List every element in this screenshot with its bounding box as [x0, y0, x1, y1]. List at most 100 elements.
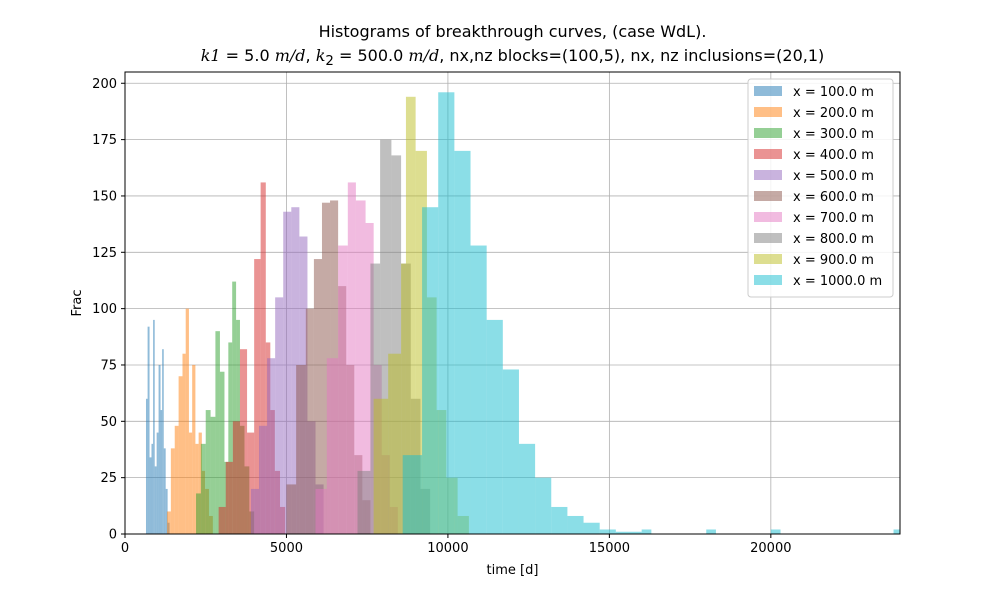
legend-entry: x = 500.0 m	[793, 169, 874, 184]
histogram-bar	[313, 259, 322, 534]
histogram-bar	[470, 245, 487, 534]
legend-entry: x = 100.0 m	[793, 85, 874, 100]
histogram-bar	[145, 398, 148, 534]
histogram-bar	[165, 488, 168, 534]
legend-entry: x = 800.0 m	[793, 232, 874, 247]
chart-title: Histograms of breakthrough curves, (case…	[318, 22, 707, 41]
histogram-bar	[153, 319, 155, 534]
histogram-bar	[326, 358, 339, 534]
subtitle-k2-sub: 2	[325, 54, 334, 70]
y-tick-label: 200	[92, 77, 117, 92]
histogram-bar	[380, 139, 392, 535]
histogram-bar	[454, 150, 471, 534]
y-tick-label: 50	[100, 415, 117, 430]
histogram-bar	[567, 515, 584, 534]
histogram-bar	[178, 376, 183, 534]
histogram-bar	[225, 461, 233, 534]
histogram-bar	[182, 353, 186, 534]
histogram-bar	[518, 443, 536, 534]
histogram-bar	[422, 207, 439, 534]
y-tick-label: 75	[100, 358, 117, 373]
histogram-bar	[315, 488, 327, 534]
legend-entry: x = 600.0 m	[793, 190, 874, 205]
histogram-bar	[347, 182, 356, 535]
histogram-bar	[401, 263, 406, 534]
histogram-bar	[599, 529, 616, 534]
legend-entry: x = 300.0 m	[793, 127, 874, 142]
histogram-bar	[254, 259, 261, 534]
histogram-bar	[154, 466, 157, 534]
histogram-bar	[706, 529, 716, 534]
histogram-bar	[355, 200, 366, 534]
histogram-bar	[260, 182, 266, 535]
histogram-bar	[535, 477, 552, 534]
histogram-bar	[551, 506, 568, 534]
subtitle-rest: , nx,nz blocks=(100,5), nx, nz inclusion…	[439, 46, 825, 65]
histogram-bar	[163, 448, 166, 534]
legend-entry: x = 1000.0 m	[793, 274, 882, 289]
histogram-bar	[198, 432, 202, 534]
legend-swatch	[754, 212, 782, 222]
histogram-bar	[291, 207, 300, 534]
subtitle-k1-value: 5.0	[244, 46, 270, 65]
x-tick-label: 20000	[750, 541, 791, 556]
legend-swatch	[754, 170, 782, 180]
legend-entry: x = 400.0 m	[793, 148, 874, 163]
histogram-bar	[641, 529, 652, 534]
histogram-bar	[388, 353, 402, 534]
histogram-bar	[210, 416, 216, 534]
histogram-bar	[259, 425, 268, 534]
histogram-bar	[267, 358, 276, 534]
histogram-bar	[402, 455, 423, 534]
histogram-bar	[373, 398, 389, 534]
x-tick-label: 10000	[427, 541, 468, 556]
x-axis-label: time [d]	[487, 563, 539, 578]
histogram-bar	[239, 349, 248, 534]
subtitle-k2: k	[315, 46, 326, 65]
legend-swatch	[754, 107, 782, 117]
legend-swatch	[754, 149, 782, 159]
histogram-bar	[247, 432, 255, 534]
y-axis-label: Frac	[70, 290, 85, 317]
histogram-bar	[232, 421, 240, 534]
histogram-bar	[391, 155, 402, 534]
histogram-bar	[502, 369, 519, 534]
series-10-bars	[402, 92, 900, 534]
histogram-bar	[151, 443, 154, 534]
y-tick-label: 150	[92, 189, 117, 204]
histogram-bar	[893, 529, 900, 534]
legend-swatch	[754, 128, 782, 138]
subtitle-k1-unit: m/d	[274, 46, 306, 65]
legend: x = 100.0 m x = 200.0 m x = 300.0 m x = 400…	[747, 78, 894, 298]
x-axis-ticks: 0 5000 10000 15000 20000	[121, 534, 792, 556]
legend-swatch	[754, 191, 782, 201]
histogram-bar	[166, 511, 171, 534]
histogram-bar	[195, 443, 199, 534]
histogram-bar	[196, 493, 201, 534]
y-tick-label: 175	[92, 133, 117, 148]
histogram-bar	[218, 506, 226, 534]
histogram-bar	[338, 245, 348, 534]
subtitle-k1: k1	[200, 46, 221, 65]
legend-box	[747, 78, 894, 298]
histogram-bar	[160, 410, 163, 534]
histogram-bar	[357, 470, 371, 534]
y-tick-label: 25	[100, 471, 117, 486]
legend-entry: x = 700.0 m	[793, 211, 874, 226]
histogram-bar	[232, 281, 237, 534]
axes-frame	[124, 71, 901, 535]
histogram-bar	[188, 432, 193, 534]
histogram-bar	[615, 531, 642, 534]
legend-swatch	[754, 254, 782, 264]
y-axis-ticks: 0 25 50 75 100 125 150 175 200	[92, 77, 125, 543]
histogram-bar	[156, 432, 159, 534]
histogram-bar	[228, 342, 233, 534]
legend-entry: x = 900.0 m	[793, 253, 874, 268]
histogram-bar	[770, 529, 781, 534]
histogram-bars	[145, 92, 900, 535]
x-tick-label: 15000	[589, 541, 630, 556]
histogram-bar	[486, 319, 503, 534]
histogram-bar	[305, 308, 314, 534]
histogram-bar	[162, 349, 164, 534]
subtitle-k2-value: 500.0	[357, 46, 404, 65]
